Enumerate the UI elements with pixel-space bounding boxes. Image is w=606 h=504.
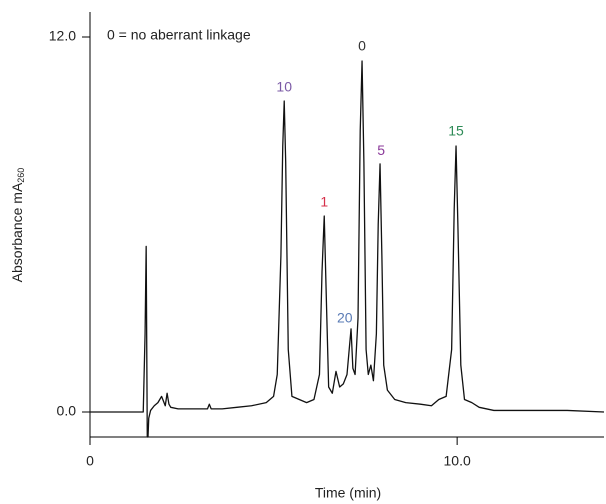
note: 0 = no aberrant linkage xyxy=(107,27,251,43)
trace xyxy=(90,60,605,438)
y-axis-label: Absorbance mA260 xyxy=(9,168,27,283)
y-tick-label: 12.0 xyxy=(49,28,76,44)
peak-label: 10 xyxy=(276,79,292,95)
y-axis-label-main: Absorbance mA xyxy=(9,182,25,282)
peak-label: 20 xyxy=(337,310,353,326)
x-tick-label: 10.0 xyxy=(444,453,471,469)
x-tick-label: 0 xyxy=(86,453,94,469)
peak-label: 0 xyxy=(358,38,366,54)
peak-label: 1 xyxy=(320,194,328,210)
y-tick-label: 0.0 xyxy=(57,403,77,419)
y-axis-label-sub: 260 xyxy=(16,168,26,183)
peak-label: 15 xyxy=(448,123,464,139)
x-axis-label: Time (min) xyxy=(315,485,381,501)
peak-label: 5 xyxy=(377,142,385,158)
